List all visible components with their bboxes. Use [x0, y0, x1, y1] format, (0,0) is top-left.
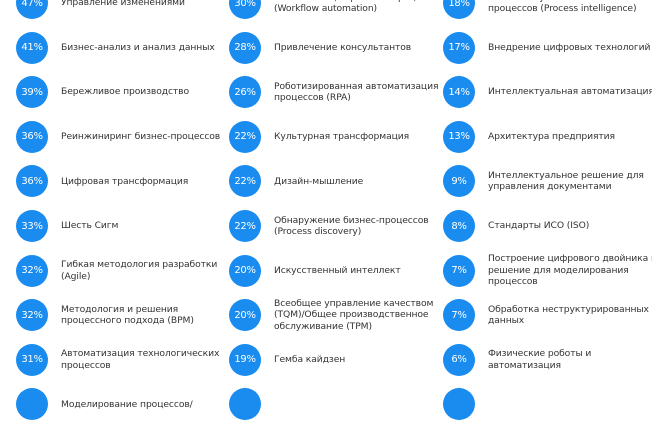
- percent-badge: 13%: [443, 120, 475, 153]
- list-item: 7% Построение цифрового двойника и решени…: [443, 251, 652, 291]
- item-label: Физические роботы и автоматизация: [488, 348, 592, 371]
- item-label: Дизайн-мышление: [274, 175, 364, 187]
- item-label: Бережливое производство: [61, 86, 190, 98]
- list-item: 32% Методология и решения процессного под…: [16, 295, 231, 335]
- item-label: Шесть Сигм: [61, 220, 119, 232]
- item-label: Управление изменениями: [61, 0, 185, 9]
- percent-badge: 26%: [229, 76, 261, 109]
- list-item: 7% Обработка неструктурированных данных: [443, 295, 652, 335]
- percent-badge: 33%: [16, 210, 48, 242]
- list-item: [443, 384, 652, 424]
- list-item: 26% Роботизированная автоматизация процес…: [229, 72, 444, 112]
- item-label: Роботизированная автоматизация процессов…: [274, 80, 439, 104]
- list-item: 32% Гибкая методология разработки (Agile): [16, 251, 231, 291]
- item-label: Интеллектуальная автоматизация: [488, 86, 652, 98]
- column-3: 18% Интеллектуальный анализ бизнес-процес…: [443, 0, 652, 421]
- list-item: 30% Автоматизация рабочих процессов (Work…: [229, 0, 444, 23]
- item-label: Внедрение цифровых технологий: [488, 41, 651, 53]
- percent-badge: 39%: [16, 76, 48, 109]
- percent-badge: 28%: [229, 31, 261, 64]
- list-item: 20% Всеобщее управление качеством (TQM)/О…: [229, 295, 444, 335]
- percent-badge: [443, 388, 475, 421]
- percent-badge: 14%: [443, 76, 475, 109]
- list-item: [229, 384, 444, 424]
- percent-badge: 6%: [443, 343, 475, 376]
- percent-badge: 30%: [229, 0, 261, 19]
- item-label: Всеобщее управление качеством (TQM)/Обще…: [274, 297, 434, 332]
- list-item: 22% Дизайн-мышление: [229, 161, 444, 201]
- percent-badge: 47%: [16, 0, 48, 19]
- list-item: Моделирование процессов/: [16, 384, 231, 424]
- list-item: 36% Цифровая трансформация: [16, 161, 231, 201]
- list-item: 28% Привлечение консультантов: [229, 28, 444, 68]
- percent-badge: [229, 388, 261, 421]
- item-label: Архитектура предприятия: [488, 131, 615, 143]
- percent-badge: 20%: [229, 299, 261, 332]
- list-item: 22% Обнаружение бизнес-процессов (Process…: [229, 206, 444, 246]
- list-item: 39% Бережливое производство: [16, 72, 231, 112]
- list-item: 13% Архитектура предприятия: [443, 117, 652, 157]
- percent-badge: 22%: [229, 210, 261, 242]
- percent-badge: 22%: [229, 120, 261, 153]
- item-label: [488, 384, 652, 424]
- item-label: Методология и решения процессного подход…: [61, 303, 194, 327]
- percent-badge: [16, 388, 48, 421]
- percent-badge: 32%: [16, 299, 48, 332]
- list-item: 47% Управление изменениями: [16, 0, 231, 23]
- percent-badge: 7%: [443, 299, 475, 332]
- list-item: 9% Интеллектуальное решение для управлени…: [443, 161, 652, 201]
- percent-badge: 8%: [443, 210, 475, 242]
- item-label: Искусственный интеллект: [274, 264, 401, 276]
- percent-badge: 36%: [16, 165, 48, 198]
- percent-badge: 20%: [229, 254, 261, 287]
- item-label: Бизнес-анализ и анализ данных: [61, 41, 215, 53]
- item-label: Интеллектуальный анализ бизнес-процессов…: [488, 0, 652, 14]
- item-label: Моделирование процессов/: [61, 398, 193, 410]
- percent-badge: 22%: [229, 165, 261, 198]
- list-item: 17% Внедрение цифровых технологий: [443, 28, 652, 68]
- list-item: 19% Гемба кайдзен: [229, 340, 444, 380]
- percent-badge: 17%: [443, 31, 475, 64]
- column-2: 30% Автоматизация рабочих процессов (Work…: [229, 0, 444, 421]
- item-label: Интеллектуальное решение для управления …: [488, 169, 644, 193]
- percent-badge: 19%: [229, 343, 261, 376]
- item-label: Обработка неструктурированных данных: [488, 303, 649, 327]
- item-label: Автоматизация технологических процессов: [61, 348, 220, 371]
- item-label: Построение цифрового двойника и решение …: [488, 253, 652, 288]
- list-item: 31% Автоматизация технологических процесс…: [16, 340, 231, 380]
- percent-badge: 18%: [443, 0, 475, 19]
- item-label: Культурная трансформация: [274, 131, 410, 143]
- list-item: 6% Физические роботы и автоматизация: [443, 340, 652, 380]
- item-label: Цифровая трансформация: [61, 175, 189, 187]
- list-item: 8% Стандарты ИСО (ISO): [443, 206, 652, 246]
- list-item: 20% Искусственный интеллект: [229, 251, 444, 291]
- percent-badge: 7%: [443, 254, 475, 287]
- item-label: Гемба кайдзен: [274, 354, 346, 366]
- percent-badge: 41%: [16, 31, 48, 64]
- percent-badge: 9%: [443, 165, 475, 198]
- list-item: 36% Реинжиниринг бизнес-процессов: [16, 117, 231, 157]
- list-item: 33% Шесть Сигм: [16, 206, 231, 246]
- list-item: 14% Интеллектуальная автоматизация: [443, 72, 652, 112]
- percent-badge: 32%: [16, 254, 48, 287]
- item-label: Стандарты ИСО (ISO): [488, 220, 590, 232]
- list-item: 22% Культурная трансформация: [229, 117, 444, 157]
- item-label: [274, 384, 446, 424]
- item-label: Привлечение консультантов: [274, 41, 412, 53]
- list-item: 18% Интеллектуальный анализ бизнес-процес…: [443, 0, 652, 23]
- list-item: 41% Бизнес-анализ и анализ данных: [16, 28, 231, 68]
- item-label: Автоматизация рабочих процессов (Workflo…: [274, 0, 442, 14]
- percent-badge: 36%: [16, 120, 48, 153]
- item-label: Реинжиниринг бизнес-процессов: [61, 131, 221, 143]
- item-label: Обнаружение бизнес-процессов (Process di…: [274, 214, 429, 238]
- column-1: 47% Управление изменениями 41% Бизнес-анали…: [16, 0, 231, 421]
- item-label: Гибкая методология разработки (Agile): [61, 259, 218, 282]
- percent-badge: 31%: [16, 343, 48, 376]
